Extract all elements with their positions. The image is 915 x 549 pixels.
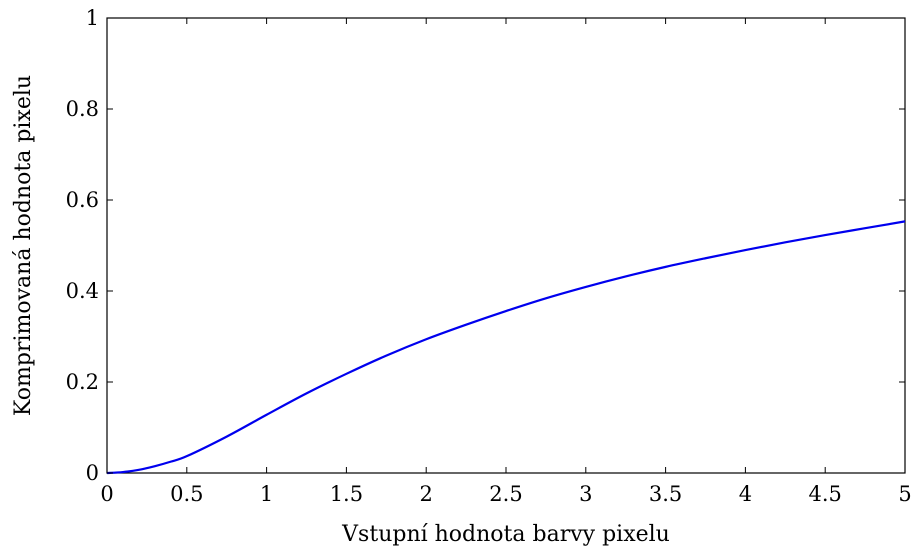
y-tick-label: 0.6 bbox=[66, 188, 99, 212]
y-tick-label: 0 bbox=[86, 461, 99, 485]
series-line bbox=[106, 220, 906, 475]
y-tick-label: 1 bbox=[86, 6, 99, 30]
plot-area bbox=[106, 17, 906, 475]
x-tick-label: 0 bbox=[100, 482, 113, 506]
axis-ticks: 0 0.5 1 1.5 2 2.5 3 3.5 4 4.5 5 0 0.2 0.4 0.6 0.8 1 bbox=[66, 6, 912, 506]
y-tick-label: 0.2 bbox=[66, 370, 99, 394]
x-tick-label: 4.5 bbox=[808, 482, 841, 506]
x-axis-title: Vstupní hodnota barvy pixelu bbox=[341, 522, 670, 547]
x-tick-label: 2 bbox=[420, 482, 433, 506]
x-tick-label: 0.5 bbox=[170, 482, 203, 506]
x-tick-label: 1.5 bbox=[330, 482, 363, 506]
y-tick-label: 0.4 bbox=[66, 279, 99, 303]
x-tick-label: 4 bbox=[739, 482, 752, 506]
x-tick-label: 2.5 bbox=[489, 482, 522, 506]
plot-frame bbox=[106, 17, 906, 474]
x-tick-label: 3.5 bbox=[649, 482, 682, 506]
x-tick-label: 3 bbox=[579, 482, 592, 506]
y-tick-label: 0.8 bbox=[66, 97, 99, 121]
x-tick-label: 5 bbox=[898, 482, 911, 506]
x-tick-label: 1 bbox=[260, 482, 273, 506]
y-axis-title: Komprimovaná hodnota pixelu bbox=[11, 75, 36, 416]
